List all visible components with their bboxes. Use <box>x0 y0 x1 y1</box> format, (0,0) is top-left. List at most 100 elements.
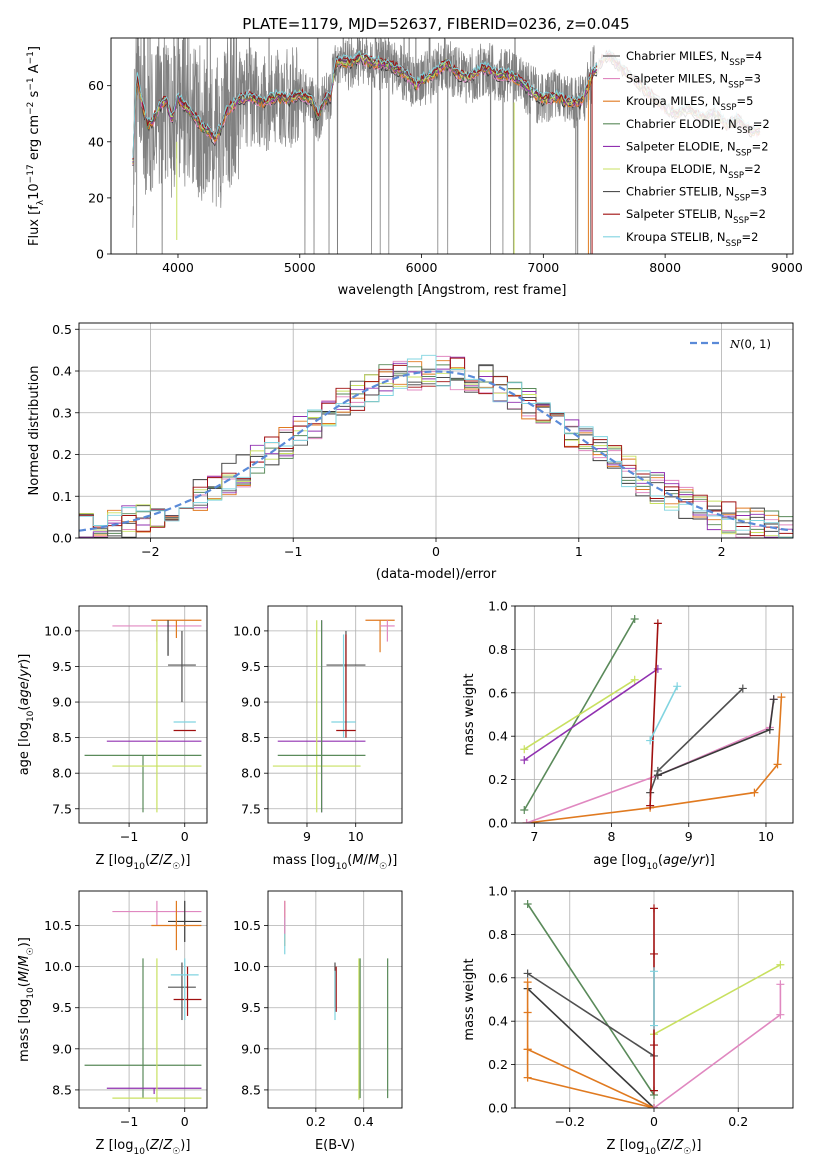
y-tick-label: 8.0 <box>52 766 72 781</box>
x-axis-label: mass [log10(M/M☉)] <box>273 853 398 872</box>
weight-point <box>776 1010 785 1019</box>
plot-area <box>284 900 389 1100</box>
weight-point <box>776 980 785 989</box>
y-tick-label: 10.0 <box>233 623 261 638</box>
weight-point <box>650 904 658 913</box>
legend-entry: Kroupa STELIB, NSSP=2 <box>626 230 758 249</box>
y-axis-label: mass weight <box>462 958 477 1040</box>
legend-entry: Chabrier STELIB, NSSP=3 <box>626 185 767 204</box>
weight-point <box>653 766 662 775</box>
axes-frame <box>267 605 403 824</box>
y-axis-label: Normed distribution <box>27 366 42 496</box>
observed-spectrum <box>132 38 595 254</box>
weight-point <box>522 819 531 823</box>
y-tick-label: 8.5 <box>52 730 72 745</box>
weight-point <box>650 1041 658 1050</box>
x-tick-label: 7 <box>530 829 538 844</box>
x-tick-label: 6000 <box>406 260 438 275</box>
x-tick-label: 9 <box>685 829 693 844</box>
mass-vs-Z-panel: −1 0 8.5 9.0 9.5 10.0 10.5 Z [log10(Z/Z☉)] mass … <box>17 890 208 1157</box>
legend-entry: Salpeter MILES, NSSP=3 <box>626 72 761 91</box>
y-tick-label: 0 <box>96 247 104 262</box>
legend-entry: Chabrier ELODIE, NSSP=2 <box>626 117 770 136</box>
weight-point <box>523 969 532 978</box>
x-axis-label: E(B-V) <box>315 1138 355 1153</box>
y-tick-label: 8.5 <box>241 1082 261 1097</box>
y-tick-label: 9.5 <box>52 659 72 674</box>
weight-point <box>523 1073 532 1082</box>
y-tick-label: 9.5 <box>241 659 261 674</box>
y-tick-label: 10.0 <box>44 623 72 638</box>
x-tick-label: 8 <box>608 829 616 844</box>
legend-entry: Salpeter ELODIE, NSSP=2 <box>626 139 769 158</box>
weight-vs-Z-panel: −0.2 0 0.2 0.0 0.2 0.4 0.6 0.8 1.0 Z [log10(Z/Z☉)… <box>462 884 794 1157</box>
x-tick-label: 5000 <box>284 260 316 275</box>
x-tick-label: 1 <box>575 544 583 559</box>
x-tick-label: −2 <box>141 544 159 559</box>
plot-area <box>520 615 786 823</box>
x-tick-label: 0.4 <box>354 1114 374 1129</box>
weight-line-0 <box>526 903 655 1096</box>
weight-line-4 <box>527 1048 655 1108</box>
y-tick-label: 1.0 <box>488 884 508 899</box>
y-axis-label: Flux [fλ10−17 erg cm−2 s−1 A−1] <box>26 46 46 246</box>
y-tick-label: 7.5 <box>241 801 261 816</box>
y-tick-label: 8.5 <box>52 1082 72 1097</box>
y-tick-label: 10.5 <box>233 918 261 933</box>
weight-point <box>523 900 532 909</box>
weight-point <box>650 1086 658 1095</box>
plot-area <box>272 619 395 813</box>
weight-line-8 <box>649 685 678 741</box>
legend-entry: Salpeter STELIB, NSSP=2 <box>626 207 766 226</box>
weight-point <box>650 1104 658 1108</box>
weight-point <box>650 967 658 976</box>
x-tick-label: −1 <box>120 1114 138 1129</box>
weight-line-1 <box>523 679 636 750</box>
y-tick-label: 10.5 <box>44 918 72 933</box>
x-tick-label: 0 <box>650 1114 658 1129</box>
age-vs-Z-panel: −1 0 7.5 8.0 8.5 9.0 9.5 10.0 Z [log10(Z/Z☉)] age… <box>17 605 208 872</box>
x-tick-label: 7000 <box>527 260 559 275</box>
residual-plot-area <box>79 354 793 538</box>
y-tick-label: 1.0 <box>488 599 508 614</box>
x-tick-label: 10 <box>758 829 774 844</box>
axes-frame <box>267 890 403 1109</box>
legend-entry: Kroupa ELODIE, NSSP=2 <box>626 162 761 181</box>
y-tick-label: 9.0 <box>241 1041 261 1056</box>
weight-line-2 <box>527 988 655 1108</box>
weight-point <box>750 788 759 797</box>
y-tick-label: 0.2 <box>52 447 72 462</box>
x-tick-label: 10 <box>348 829 364 844</box>
y-tick-label: 0.4 <box>488 729 508 744</box>
y-tick-label: 8.0 <box>241 766 261 781</box>
mass-vs-ebv-panel: 0.2 0.4 8.5 9.0 9.5 10.0 10.5 E(B-V) <box>233 890 403 1153</box>
y-tick-label: 0.6 <box>488 970 508 985</box>
weight-point <box>738 684 747 693</box>
x-tick-label: 9000 <box>771 260 803 275</box>
legend-entry: Chabrier MILES, NSSP=4 <box>626 49 762 68</box>
weight-point <box>765 725 774 734</box>
x-axis-label: age [log10(age/yr)] <box>593 853 715 872</box>
y-axis-label: mass weight <box>462 673 477 755</box>
plots-layer: 4000 5000 6000 7000 8000 90000204060Chabrier … <box>17 37 803 1157</box>
weight-point <box>520 745 529 754</box>
x-tick-label: 0 <box>181 1114 189 1129</box>
plot-area <box>84 900 202 1103</box>
legend-box <box>597 44 791 247</box>
y-tick-label: 20 <box>88 190 104 205</box>
weight-line-6 <box>653 984 782 1108</box>
normal-curve <box>79 370 793 532</box>
y-axis-label: mass [log10(M/M☉)] <box>17 937 36 1062</box>
weight-point <box>523 1008 532 1017</box>
y-tick-label: 8.5 <box>241 730 261 745</box>
weight-line-7 <box>649 623 659 806</box>
residual-legend: N(0, 1) <box>690 337 771 351</box>
x-axis-label: wavelength [Angstrom, rest frame] <box>338 283 567 298</box>
y-tick-label: 0.2 <box>488 1057 508 1072</box>
y-tick-label: 9.0 <box>52 695 72 710</box>
age-vs-mass-panel: 9 10 7.5 8.0 8.5 9.0 9.5 10.0 mass [log10(M/M☉)] <box>233 605 403 872</box>
weight-point <box>650 949 658 958</box>
spectrum-panel: 4000 5000 6000 7000 8000 9000 0 20 40 60 Chabrier … <box>26 37 803 298</box>
x-tick-label: −1 <box>284 544 302 559</box>
